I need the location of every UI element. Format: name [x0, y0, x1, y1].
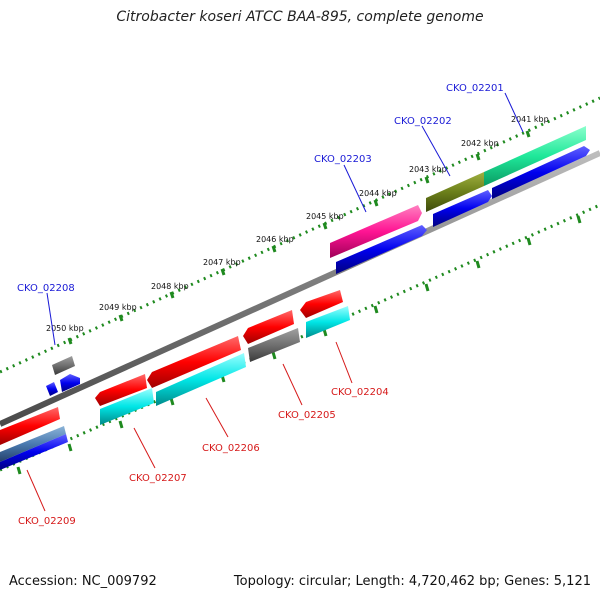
- genome-summary-text: Topology: circular; Length: 4,720,462 bp…: [233, 574, 591, 589]
- leader-line: [133, 427, 156, 469]
- accession-text: Accession: NC_009792: [9, 574, 157, 589]
- gene-feature[interactable]: [306, 306, 350, 338]
- scale-label: 2046 kbp: [256, 235, 294, 244]
- scale-label: 2049 kbp: [99, 303, 137, 312]
- scale-label: 2041 kbp: [511, 115, 549, 124]
- scale-label: 2050 kbp: [46, 324, 84, 333]
- gene-feature[interactable]: [52, 356, 75, 375]
- leader-line: [504, 92, 524, 133]
- gene-label-cko-02208[interactable]: CKO_02208: [17, 283, 75, 294]
- gene-label-cko-02201[interactable]: CKO_02201: [446, 83, 504, 94]
- gene-feature[interactable]: [0, 426, 66, 462]
- outer-ticks: [67, 130, 531, 345]
- gene-label-cko-02205[interactable]: CKO_02205: [278, 410, 336, 421]
- leader-line: [282, 363, 303, 406]
- gene-feature[interactable]: [433, 190, 492, 227]
- leader-line: [46, 292, 56, 346]
- gene-feature[interactable]: [300, 290, 343, 318]
- scale-label: 2043 kbp: [409, 165, 447, 174]
- gene-label-cko-02207[interactable]: CKO_02207: [129, 473, 187, 484]
- gene-feature[interactable]: [60, 374, 80, 392]
- gene-feature[interactable]: [330, 205, 422, 258]
- inner-ticks: [16, 215, 582, 475]
- gene-label-cko-02203[interactable]: CKO_02203: [314, 154, 372, 165]
- scale-label: 2042 kbp: [461, 139, 499, 148]
- gene-feature[interactable]: [0, 434, 68, 470]
- gene-feature[interactable]: [100, 388, 154, 425]
- leader-line: [343, 164, 367, 213]
- scale-label: 2044 kbp: [359, 189, 397, 198]
- gene-label-cko-02206[interactable]: CKO_02206: [202, 443, 260, 454]
- leader-line: [26, 469, 46, 512]
- leader-line: [335, 341, 353, 384]
- scale-label: 2045 kbp: [306, 212, 344, 221]
- gene-feature[interactable]: [492, 146, 590, 199]
- gene-label-cko-02204[interactable]: CKO_02204: [331, 387, 389, 398]
- outer-scale-line: [0, 96, 600, 374]
- gene-feature[interactable]: [248, 328, 300, 362]
- gene-feature[interactable]: [0, 407, 60, 445]
- scale-label: 2047 kbp: [203, 258, 241, 267]
- gene-feature[interactable]: [46, 382, 58, 396]
- gene-feature[interactable]: [484, 126, 586, 186]
- scale-label: 2048 kbp: [151, 282, 189, 291]
- gene-feature[interactable]: [95, 374, 147, 406]
- gene-feature[interactable]: [156, 353, 246, 406]
- gene-feature[interactable]: [147, 336, 241, 388]
- gene-feature[interactable]: [336, 225, 427, 274]
- gene-feature[interactable]: [243, 310, 294, 344]
- gene-label-cko-02202[interactable]: CKO_02202: [394, 116, 452, 127]
- map-title: Citrobacter koseri ATCC BAA-895, complet…: [116, 9, 484, 25]
- inner-scale-line: [0, 203, 600, 472]
- genome-backbone: [0, 150, 600, 427]
- leader-line: [205, 397, 229, 438]
- leader-line: [421, 125, 451, 177]
- gene-feature[interactable]: [426, 172, 484, 212]
- gene-label-cko-02209[interactable]: CKO_02209: [18, 516, 76, 527]
